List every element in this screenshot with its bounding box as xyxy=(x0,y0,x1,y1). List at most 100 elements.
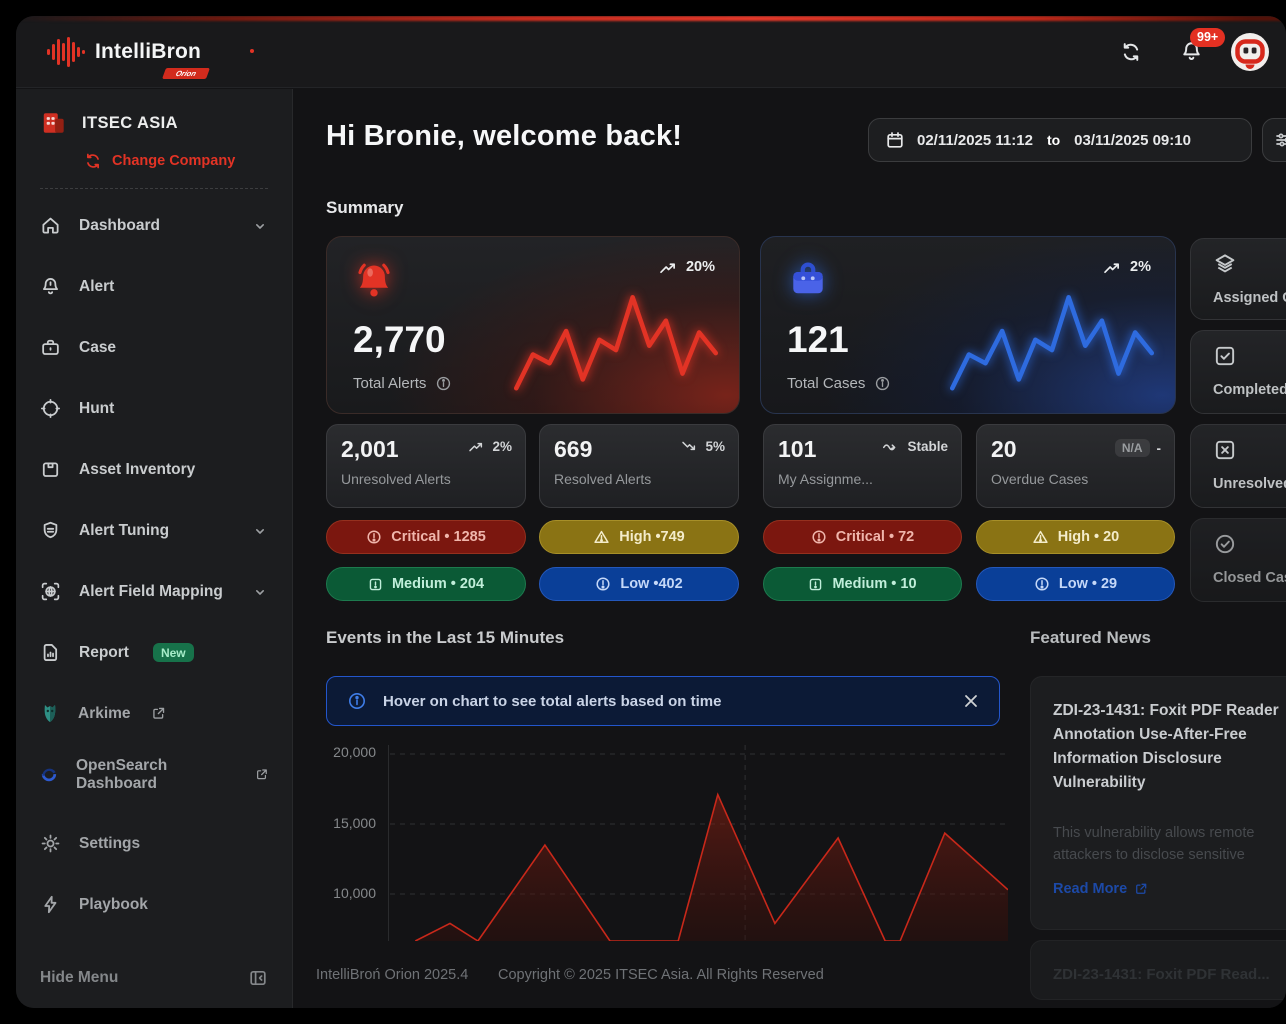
check-square-icon xyxy=(1215,346,1235,366)
info-icon[interactable] xyxy=(435,375,452,392)
closed-cases-card[interactable]: Closed Cases xyxy=(1190,518,1286,602)
pill-label: Low •402 xyxy=(620,576,683,592)
opensearch-icon xyxy=(41,768,57,781)
stat-value: 669 xyxy=(554,436,593,462)
logo-subtitle: Orion xyxy=(161,67,211,79)
unresolved-cases-card[interactable]: Unresolved C xyxy=(1190,424,1286,508)
y-tick-15000: 15,000 xyxy=(333,815,376,831)
y-tick-20000: 20,000 xyxy=(333,744,376,760)
info-icon xyxy=(349,693,365,709)
stat-label: Overdue Cases xyxy=(991,471,1089,487)
total-alerts-sparkline xyxy=(513,294,719,391)
resolved-alerts-card[interactable]: 669 Resolved Alerts 5% xyxy=(539,424,739,508)
logo-waveform-icon xyxy=(47,36,85,67)
logo-accent-dot xyxy=(250,48,254,53)
topbar-actions: 99+ xyxy=(1110,27,1270,73)
trending-up-icon xyxy=(1104,262,1119,273)
stat-trend: N/A - xyxy=(1114,439,1161,457)
logo-text: IntelliBron xyxy=(95,39,202,63)
briefcase-icon xyxy=(42,339,59,355)
alert-triangle-icon xyxy=(594,530,609,544)
sidebar-item-alert-field-mapping[interactable]: Alert Field Mapping xyxy=(40,561,268,622)
case-critical-pill[interactable]: Critical • 72 xyxy=(763,520,962,554)
user-avatar[interactable] xyxy=(1230,32,1270,72)
news-article-card-next[interactable]: ZDI-23-1431: Foxit PDF Read... xyxy=(1030,940,1286,1000)
nav-label: Dashboard xyxy=(79,216,160,234)
case-medium-pill[interactable]: Medium • 10 xyxy=(763,567,962,601)
info-icon[interactable] xyxy=(874,375,891,392)
alert-square-icon xyxy=(369,578,382,590)
trending-down-icon xyxy=(682,441,696,451)
case-high-pill[interactable]: High • 20 xyxy=(976,520,1175,554)
sidebar-item-case[interactable]: Case xyxy=(40,317,268,378)
gear-icon xyxy=(41,834,60,853)
alert-medium-pill[interactable]: Medium • 204 xyxy=(326,567,526,601)
alert-high-pill[interactable]: High •749 xyxy=(539,520,739,554)
news-body: This vulnerability allows remote attacke… xyxy=(1053,825,1255,863)
app-logo[interactable]: IntelliBron Orion xyxy=(46,35,254,79)
sidebar-item-opensearch-dashboard[interactable]: OpenSearch Dashboard xyxy=(40,744,268,805)
nav-label: Hunt xyxy=(79,399,115,417)
notification-badge: 99+ xyxy=(1190,27,1226,47)
check-circle-icon xyxy=(1215,534,1235,554)
banner-close-button[interactable] xyxy=(963,693,979,709)
arkime-owl-icon xyxy=(44,705,56,722)
sidebar-item-playbook[interactable]: Playbook xyxy=(40,874,268,935)
refresh-button[interactable] xyxy=(1110,31,1152,73)
stat-trend: Stable xyxy=(882,439,948,454)
unresolved-alerts-card[interactable]: 2,001 Unresolved Alerts 2% xyxy=(326,424,526,508)
collapse-panel-icon xyxy=(250,970,266,986)
news-article-card[interactable]: ZDI-23-1431: Foxit PDF Reader Annotation… xyxy=(1030,676,1286,930)
filter-button[interactable] xyxy=(1262,118,1286,162)
nav-label: Alert xyxy=(79,277,115,295)
sidebar-item-asset-inventory[interactable]: Asset Inventory xyxy=(40,439,268,500)
my-assignments-card[interactable]: 101 My Assignme... Stable xyxy=(763,424,962,508)
hide-menu-label: Hide Menu xyxy=(40,969,119,986)
total-cases-sparkline xyxy=(949,294,1155,391)
sidebar-item-hunt[interactable]: Hunt xyxy=(40,378,268,439)
sidebar-item-alert-tuning[interactable]: Alert Tuning xyxy=(40,500,268,561)
alert-critical-pill[interactable]: Critical • 1285 xyxy=(326,520,526,554)
total-cases-value: 121 xyxy=(787,319,849,360)
total-alerts-card[interactable]: 20% 2,770 Total Alerts xyxy=(326,236,740,414)
sidebar-item-arkime[interactable]: Arkime xyxy=(40,683,268,744)
pill-label: Medium • 10 xyxy=(832,576,917,592)
footer-version: IntelliBroń Orion 2025.4 xyxy=(316,967,469,983)
trending-up-icon xyxy=(469,442,483,452)
total-cases-card[interactable]: 2% 121 Total Cases xyxy=(760,236,1176,414)
trending-stable-icon xyxy=(883,444,896,451)
nav-label: OpenSearch Dashboard xyxy=(75,756,168,792)
nav-label: Alert Tuning xyxy=(79,521,170,539)
total-alerts-value: 2,770 xyxy=(353,319,446,360)
pill-label: High • 20 xyxy=(1057,529,1120,545)
side-card-label: Completed C xyxy=(1213,382,1286,398)
news-heading: ZDI-23-1431: Foxit PDF Reader Annotation… xyxy=(1053,702,1279,792)
stat-label: My Assignme... xyxy=(778,471,873,487)
sidebar-item-alert[interactable]: Alert xyxy=(40,256,268,317)
completed-cases-card[interactable]: Completed C xyxy=(1190,330,1286,414)
read-more-link[interactable]: Read More xyxy=(1053,881,1286,897)
footer-copyright: Copyright © 2025 ITSEC Asia. All Rights … xyxy=(498,967,824,983)
sidebar-nav: Dashboard Alert Case xyxy=(40,195,268,935)
events-chart-plot[interactable] xyxy=(388,745,1008,941)
nav-label: Playbook xyxy=(79,895,148,913)
total-alerts-label: Total Alerts xyxy=(353,375,452,392)
alert-low-pill[interactable]: Low •402 xyxy=(539,567,739,601)
bell-icon xyxy=(1182,42,1200,60)
overdue-cases-card[interactable]: 20 Overdue Cases N/A - xyxy=(976,424,1175,508)
sidebar-item-dashboard[interactable]: Dashboard xyxy=(40,195,268,256)
hide-menu-button[interactable]: Hide Menu xyxy=(40,968,268,988)
alert-triangle-icon xyxy=(1033,530,1048,544)
external-link-icon xyxy=(152,707,164,719)
notifications-button[interactable]: 99+ xyxy=(1170,27,1226,73)
globe-scan-icon xyxy=(41,582,60,601)
sidebar-item-settings[interactable]: Settings xyxy=(40,813,268,874)
sidebar-item-report[interactable]: Report New xyxy=(40,622,268,683)
change-company-button[interactable]: Change Company xyxy=(84,152,268,170)
banner-text: Hover on chart to see total alerts based… xyxy=(383,692,722,710)
case-low-pill[interactable]: Low • 29 xyxy=(976,567,1175,601)
assigned-cases-card[interactable]: Assigned Cas xyxy=(1190,238,1286,320)
building-icon xyxy=(43,113,64,133)
alert-bell-icon xyxy=(42,278,59,295)
date-range-picker[interactable]: 02/11/2025 11:12 to 03/11/2025 09:10 xyxy=(868,118,1252,162)
